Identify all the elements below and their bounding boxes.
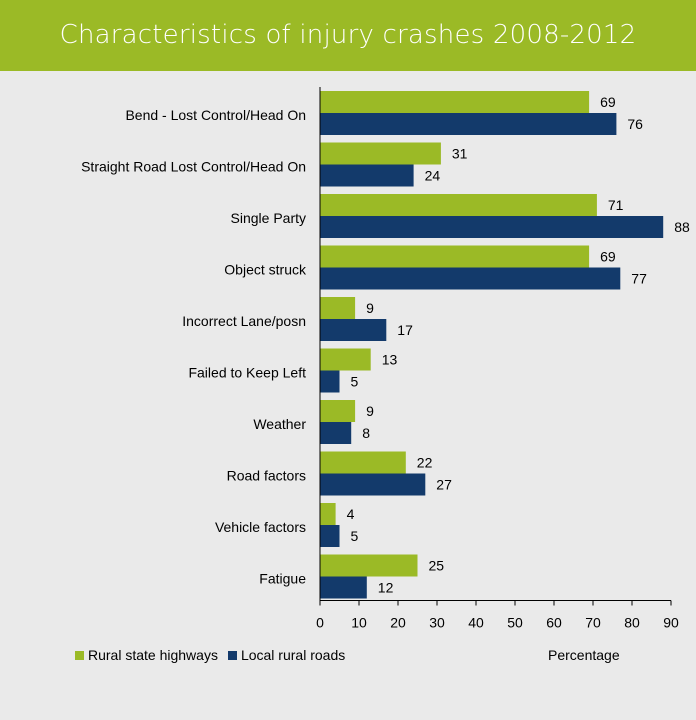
x-tick-label-60: 60: [546, 615, 562, 631]
bar-rural-state-highways-single-party: [320, 194, 597, 216]
value-label-rural-state-highways-object-struck: 69: [600, 249, 616, 265]
category-label-road-factors: Road factors: [227, 468, 306, 484]
value-label-rural-state-highways-single-party: 71: [608, 197, 624, 213]
chart-title: Characteristics of injury crashes 2008-2…: [0, 0, 696, 71]
value-label-rural-state-highways-failed-to-keep-left: 13: [382, 352, 398, 368]
x-tick-label-90: 90: [663, 615, 679, 631]
legend-label-rural-state-highways: Rural state highways: [88, 647, 218, 663]
value-label-rural-state-highways-road-factors: 22: [417, 455, 433, 471]
x-tick-label-80: 80: [624, 615, 640, 631]
bar-rural-state-highways-object-struck: [320, 245, 590, 268]
x-tick-label-0: 0: [316, 615, 324, 631]
bar-local-rural-roads-vehicle-factors: [320, 525, 340, 547]
bar-rural-state-highways-vehicle-factors: [320, 503, 336, 525]
value-label-local-rural-roads-fatigue: 12: [378, 580, 394, 596]
category-label-fatigue: Fatigue: [259, 571, 306, 587]
bar-local-rural-roads-single-party: [320, 216, 664, 238]
value-label-local-rural-roads-incorrect-lane-posn: 17: [397, 322, 413, 338]
bar-local-rural-roads-object-struck: [320, 267, 621, 290]
bar-local-rural-roads-bend-lost-control-head-on: [320, 113, 617, 135]
value-label-local-rural-roads-bend-lost-control-head-on: 76: [627, 116, 643, 132]
value-label-rural-state-highways-straight-road-lost-control-head-on: 31: [452, 146, 468, 162]
category-label-incorrect-lane-posn: Incorrect Lane/posn: [182, 313, 306, 329]
bar-rural-state-highways-straight-road-lost-control-head-on: [320, 142, 441, 165]
bar-local-rural-roads-failed-to-keep-left: [320, 370, 340, 393]
legend-item-local-rural-roads: Local rural roads: [227, 647, 346, 663]
legend-label-local-rural-roads: Local rural roads: [240, 647, 346, 663]
x-axis-label: Percentage: [548, 647, 620, 663]
x-tick-label-20: 20: [390, 615, 406, 631]
x-tick-label-70: 70: [585, 615, 601, 631]
value-label-local-rural-roads-vehicle-factors: 5: [351, 528, 359, 544]
bar-local-rural-roads-weather: [320, 422, 352, 444]
category-labels-group: Bend - Lost Control/Head On Straight Road…: [81, 107, 307, 587]
bar-rural-state-highways-fatigue: [320, 554, 418, 577]
category-label-straight-road-lost-control-head-on: Straight Road Lost Control/Head On: [81, 159, 306, 175]
x-tick-label-30: 30: [429, 615, 445, 631]
x-tick-label-40: 40: [468, 615, 484, 631]
bar-local-rural-roads-road-factors: [320, 473, 426, 496]
bar-rural-state-highways-bend-lost-control-head-on: [320, 91, 590, 113]
bar-rural-state-highways-weather: [320, 400, 356, 422]
x-tick-label-10: 10: [351, 615, 367, 631]
category-label-object-struck: Object struck: [224, 262, 307, 278]
category-label-vehicle-factors: Vehicle factors: [215, 519, 306, 535]
value-label-local-rural-roads-weather: 8: [362, 425, 370, 441]
category-label-single-party: Single Party: [231, 210, 306, 226]
value-label-local-rural-roads-failed-to-keep-left: 5: [351, 374, 359, 390]
bar-local-rural-roads-fatigue: [320, 576, 367, 599]
legend-swatch-local-rural-roads: [227, 650, 237, 660]
category-label-bend-lost-control-head-on: Bend - Lost Control/Head On: [125, 107, 306, 123]
bar-rural-state-highways-road-factors: [320, 451, 406, 474]
value-label-local-rural-roads-straight-road-lost-control-head-on: 24: [425, 168, 441, 184]
legend: Rural state highways Local rural roads: [75, 644, 355, 666]
value-label-rural-state-highways-vehicle-factors: 4: [347, 506, 355, 522]
value-label-local-rural-roads-road-factors: 27: [436, 477, 452, 493]
x-tick-label-50: 50: [507, 615, 523, 631]
bar-rural-state-highways-failed-to-keep-left: [320, 348, 371, 371]
legend-item-rural-state-highways: Rural state highways: [75, 647, 218, 663]
category-label-failed-to-keep-left: Failed to Keep Left: [188, 365, 306, 381]
bar-rural-state-highways-incorrect-lane-posn: [320, 297, 356, 319]
category-label-weather: Weather: [253, 416, 306, 432]
axes-group: 0 10 20 30 40 50 60 70 80 90: [316, 87, 679, 631]
bar-local-rural-roads-straight-road-lost-control-head-on: [320, 164, 414, 187]
value-label-local-rural-roads-single-party: 88: [674, 219, 690, 235]
value-label-local-rural-roads-object-struck: 77: [631, 271, 647, 287]
bars-group: [320, 91, 664, 599]
legend-swatch-rural-state-highways: [75, 650, 84, 660]
value-label-rural-state-highways-fatigue: 25: [429, 558, 445, 574]
value-label-rural-state-highways-bend-lost-control-head-on: 69: [600, 94, 616, 110]
value-label-rural-state-highways-incorrect-lane-posn: 9: [366, 300, 374, 316]
bar-local-rural-roads-incorrect-lane-posn: [320, 319, 387, 341]
value-label-rural-state-highways-weather: 9: [366, 403, 374, 419]
